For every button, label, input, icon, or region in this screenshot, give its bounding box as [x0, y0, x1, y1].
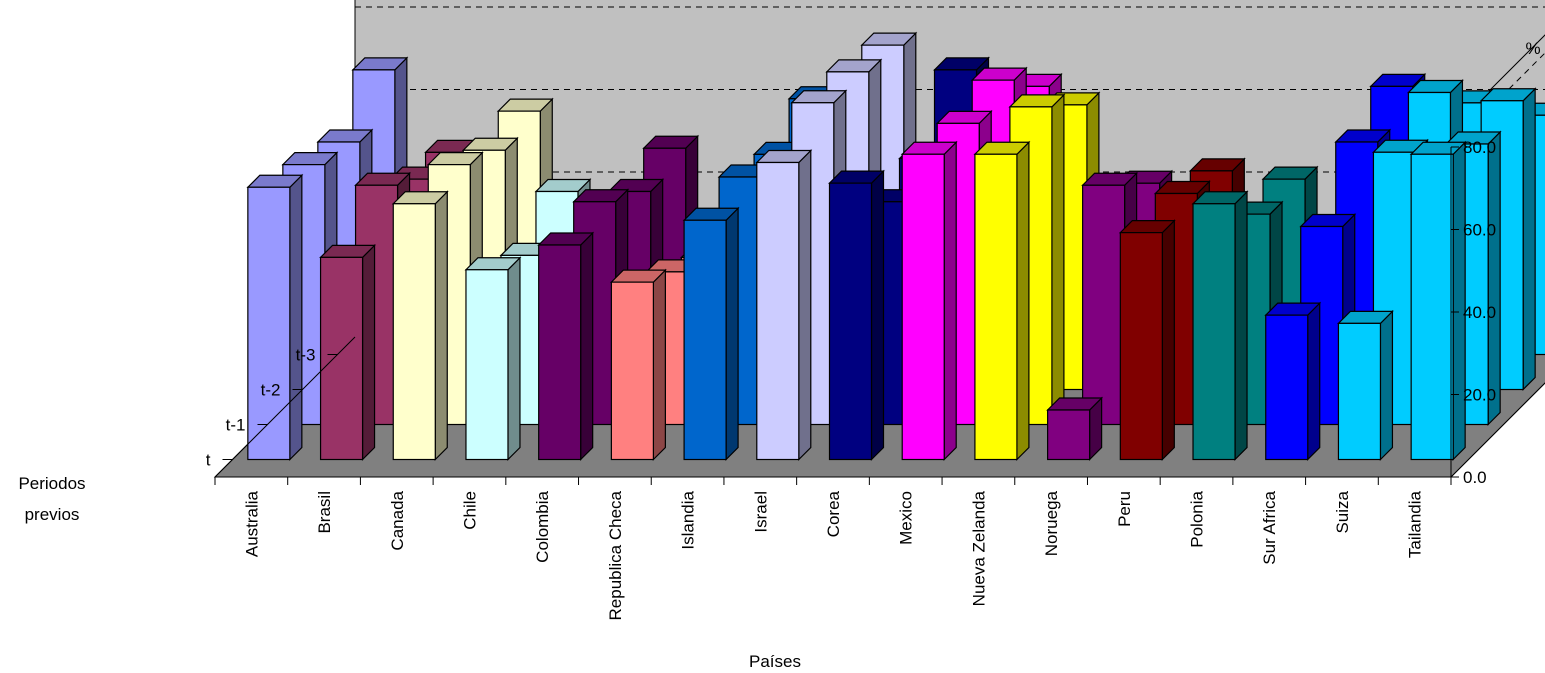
x-tick-label: Noruega [1042, 490, 1061, 556]
x-tick-label: Brasil [315, 491, 334, 534]
bar-side [798, 149, 812, 461]
bar [682, 206, 740, 461]
bar [1191, 190, 1249, 461]
bar-front [1082, 184, 1126, 426]
bar [828, 169, 885, 461]
bar [973, 140, 1031, 461]
bar-front [465, 269, 509, 461]
z-axis-line [214, 336, 356, 478]
bar-side [1051, 93, 1065, 426]
x-tick-label: Peru [1115, 491, 1134, 527]
z-tick-label: t-1 [226, 416, 246, 435]
bar-front [1372, 151, 1417, 426]
bar-side [870, 169, 885, 461]
bar [1409, 140, 1467, 461]
x-tick-label: Israel [751, 491, 770, 533]
bar [1336, 309, 1394, 461]
x-tick-label: Australia [242, 490, 261, 557]
bar-front [1192, 203, 1236, 461]
bar [319, 243, 377, 461]
bar-front [610, 281, 654, 461]
bar-front [828, 182, 873, 461]
bar [537, 231, 595, 461]
bar-side [1307, 301, 1321, 461]
y-tick-label: 60.0 [1463, 221, 1496, 240]
y-tick-label: 40.0 [1463, 303, 1496, 322]
z-tick-label: t [206, 451, 211, 470]
x-tick-label: Polonia [1188, 490, 1207, 547]
bar-side [1161, 219, 1175, 461]
bar-side [725, 206, 739, 461]
x-tick-label: Islandia [679, 490, 698, 549]
z-axis-label-line1: Periodos [18, 474, 85, 493]
x-tick-label: Canada [388, 490, 407, 550]
x-tick-label: Suiza [1333, 490, 1352, 533]
bar [464, 256, 522, 461]
axes: 0.0 20.0 40.0 60.0 80.0 Australia Brasil Canada… [206, 138, 1496, 620]
bar-front [1265, 314, 1309, 461]
x-tick-label: Nueva Zelanda [969, 490, 988, 606]
z-axis-label-line2: previos [25, 505, 80, 524]
bar [246, 173, 304, 461]
bar-front [683, 219, 727, 461]
bar-side [580, 231, 594, 461]
bar-front [1337, 322, 1382, 461]
y-tick-label: 0.0 [1463, 468, 1487, 487]
bar-front [1410, 153, 1454, 461]
bar-front [1119, 232, 1163, 461]
bar-side [1234, 190, 1248, 461]
x-tick-label: Colombia [533, 490, 552, 562]
x-tick-label: Republica Checa [606, 490, 625, 620]
bar-front [1047, 409, 1091, 461]
x-tick-label: Corea [824, 490, 843, 537]
x-tick-label: Sur Africa [1260, 490, 1279, 564]
bar-front [756, 161, 800, 461]
bar-side [1522, 87, 1536, 391]
y-tick-label: 20.0 [1463, 386, 1496, 405]
z-tick-label: t-2 [261, 381, 281, 400]
bar-side [289, 173, 303, 461]
bar-front [901, 153, 945, 461]
bar-front [319, 256, 364, 461]
y-tick-label: 80.0 [1463, 138, 1496, 157]
bar-front [974, 153, 1018, 461]
x-axis-label: Países [749, 652, 801, 671]
y-axis-label: % [1525, 39, 1540, 58]
bar [900, 140, 958, 461]
bar-side [1379, 309, 1394, 461]
z-tick-label: t-3 [296, 346, 316, 365]
bar-side [1452, 140, 1466, 461]
bar-side [361, 243, 376, 461]
bar [755, 149, 813, 461]
bar-front [538, 244, 582, 461]
bar-side [434, 190, 448, 461]
bar-side [1487, 130, 1501, 426]
bar-side [507, 256, 521, 461]
bar-side [1016, 140, 1030, 461]
bar-front [392, 203, 436, 461]
bar-front [247, 186, 291, 461]
bar-side [943, 140, 957, 461]
bar [1118, 219, 1176, 461]
x-tick-label: Chile [460, 491, 479, 530]
bar [1264, 301, 1322, 461]
bar [1046, 396, 1104, 461]
x-tick-label: Tailandia [1406, 490, 1425, 558]
bar [391, 190, 449, 461]
x-tick-label: Mexico [897, 491, 916, 545]
bars [246, 31, 1545, 461]
bar [609, 268, 667, 461]
bar-side [652, 268, 666, 461]
